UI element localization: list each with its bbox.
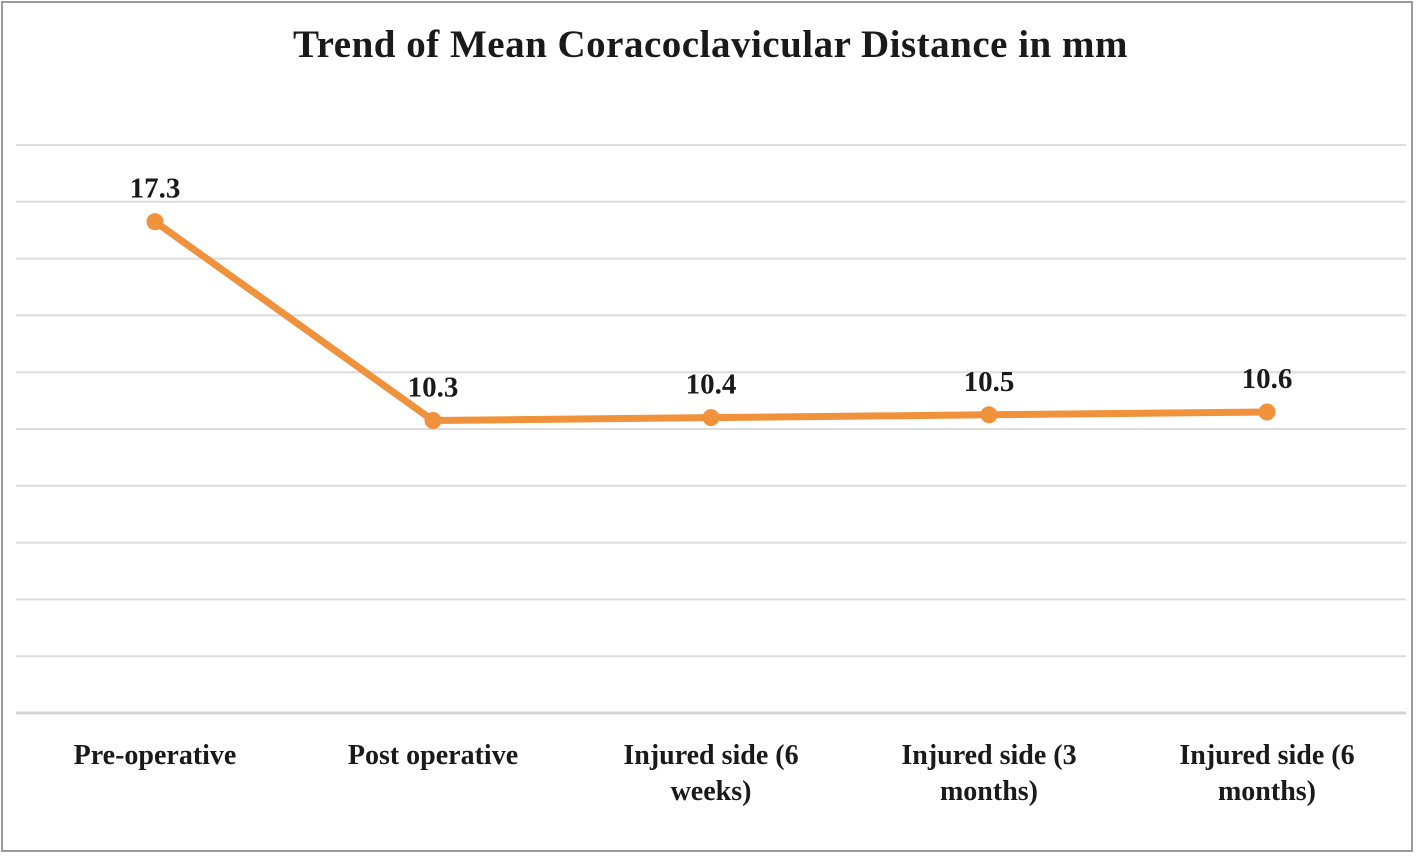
x-axis-category-label: Injured side (6 months)	[1179, 740, 1355, 807]
x-axis-category-label: Post operative	[347, 740, 519, 771]
data-label: 10.4	[686, 369, 737, 401]
x-axis-category-label: Pre-operative	[73, 740, 237, 771]
data-point-marker	[424, 411, 442, 429]
data-label: 10.3	[408, 371, 459, 403]
data-label: 17.3	[130, 173, 181, 205]
data-point-marker	[702, 409, 720, 427]
x-axis-category-label: Injured side (6 weeks)	[623, 740, 799, 807]
data-label: 10.5	[964, 366, 1015, 398]
data-point-marker	[980, 406, 998, 424]
data-point-marker	[1258, 403, 1276, 421]
data-label: 10.6	[1242, 363, 1293, 395]
chart-title: Trend of Mean Coracoclavicular Distance …	[293, 23, 1128, 66]
data-point-marker	[146, 213, 164, 231]
x-axis-category-label: Injured side (3 months)	[901, 740, 1077, 807]
